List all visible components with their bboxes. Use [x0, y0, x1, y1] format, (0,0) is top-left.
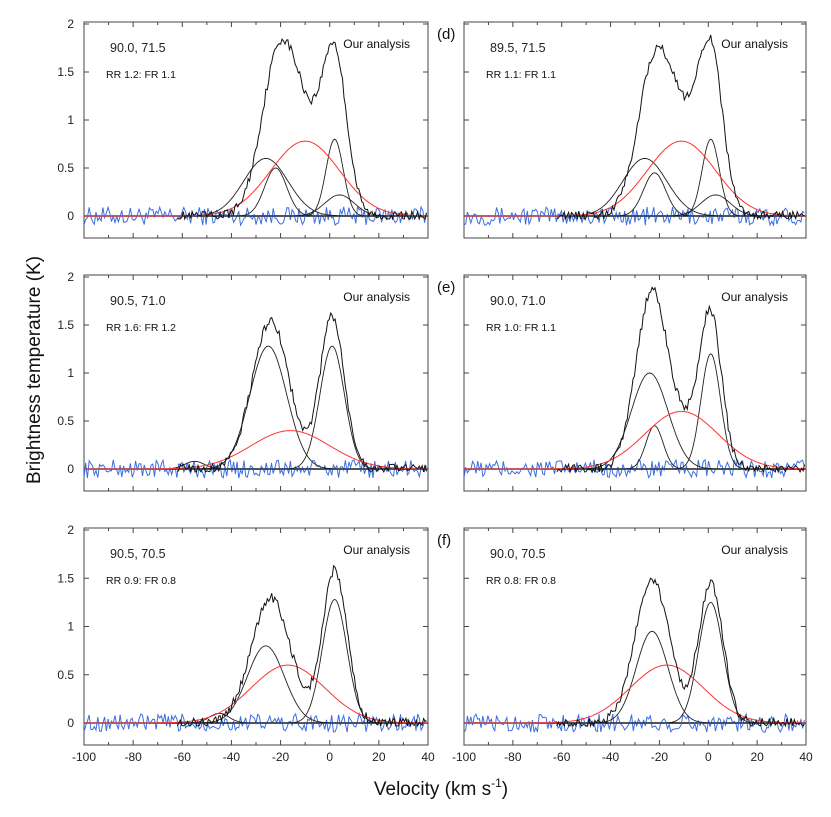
panel-1: 0 0.5 1 1.5 2 90.0, 71.5 RR 1.2: FR 1.1 Our ana… [57, 17, 429, 239]
y-tick-label: 0.5 [57, 414, 74, 428]
global-y-label: Brightness temperature (K) [24, 256, 45, 484]
component-broad-neg [464, 372, 806, 470]
residual-series [83, 458, 427, 479]
panel-ratio: RR 1.0: FR 1.1 [486, 322, 556, 334]
panel-coordinates: 90.5, 70.5 [110, 547, 166, 561]
panel-ratio: RR 1.2: FR 1.1 [106, 69, 176, 81]
x-tick-label: -80 [124, 750, 142, 764]
panel-letter-label: (d) [437, 26, 455, 43]
x-tick-label: -20 [272, 750, 290, 764]
component-narrow-pos [84, 138, 428, 217]
y-tick-label: 0 [67, 716, 74, 730]
component-narrow-1 [464, 172, 806, 217]
y-tick-label: 0.5 [57, 668, 74, 682]
observed-spectrum [177, 311, 427, 474]
x-tick-label: 40 [421, 750, 435, 764]
panel-coordinates: 90.5, 71.0 [110, 294, 166, 308]
component-broad-red [84, 430, 428, 470]
panel-5: 0 0.5 1 1.5 2 -100 -80 -60 -40 -20 0 20 40 90.5, 70.5… [57, 523, 435, 764]
y-tick-label: 2 [67, 523, 74, 537]
x-tick-label: 20 [750, 750, 764, 764]
panel-letter-label: (f) [437, 532, 451, 549]
y-tick-label: 2 [67, 17, 74, 31]
x-tick-label: 0 [705, 750, 712, 764]
x-tick-label: -40 [602, 750, 620, 764]
x-tick-label: -20 [651, 750, 669, 764]
x-tick-label: -100 [452, 750, 476, 764]
component-broad-red [84, 664, 428, 724]
observed-spectrum [556, 34, 805, 221]
panel-4: 90.0, 71.0 RR 1.0: FR 1.1 Our analysis (e) [437, 274, 807, 492]
component-broad-red [464, 140, 806, 217]
x-tick-label: -100 [72, 750, 96, 764]
residual-series [463, 712, 805, 734]
panel-letter-label: (e) [437, 279, 455, 296]
y-tick-label: 1.5 [57, 65, 74, 79]
x-tick-label: -40 [223, 750, 241, 764]
component-narrow-pos [84, 599, 428, 724]
residual-series [463, 458, 805, 479]
x-label-main: Velocity (km s [374, 779, 491, 800]
component-narrow-1 [464, 425, 806, 470]
panel-coordinates: 90.0, 70.5 [490, 547, 546, 561]
panel-analysis-label: Our analysis [343, 37, 410, 51]
x-tick-label: 0 [326, 750, 333, 764]
y-tick-label: 0 [67, 462, 74, 476]
y-tick-label: 0.5 [57, 161, 74, 175]
component-broad-red [464, 410, 806, 470]
y-tick-label: 0 [67, 209, 74, 223]
panel-ratio: RR 1.6: FR 1.2 [106, 322, 176, 334]
observed-spectrum [177, 38, 427, 221]
x-label-close: ) [502, 779, 508, 800]
component-broad-neg [84, 645, 428, 724]
x-tick-label: -80 [504, 750, 522, 764]
y-tick-label: 1 [67, 113, 74, 127]
panel-ratio: RR 0.8: FR 0.8 [486, 575, 556, 587]
panel-coordinates: 90.0, 71.0 [490, 294, 546, 308]
component-broad-red [464, 664, 806, 724]
x-tick-label: 20 [372, 750, 386, 764]
residual-series [83, 711, 427, 733]
panel-3: 0 0.5 1 1.5 2 90.5, 71.0 RR 1.6: FR 1.2 Our ana… [57, 270, 429, 492]
component-narrow-pos [464, 601, 806, 724]
component-broad-neg [84, 345, 428, 470]
y-tick-label: 1 [67, 366, 74, 380]
observed-spectrum [556, 577, 805, 728]
panel-ratio: RR 0.9: FR 0.8 [106, 575, 176, 587]
y-tick-label: 2 [67, 270, 74, 284]
y-tick-label: 1.5 [57, 571, 74, 585]
residual-series [83, 205, 427, 227]
observed-spectrum [556, 286, 805, 474]
component-broad-neg [464, 630, 806, 724]
observed-spectrum [176, 564, 427, 728]
x-tick-label: -60 [174, 750, 192, 764]
x-tick-label: 40 [799, 750, 813, 764]
panels: 0 0.5 1 1.5 2 90.0, 71.5 RR 1.2: FR 1.1 Our ana… [57, 17, 813, 764]
x-label-sup: -1 [491, 776, 502, 790]
panel-2: 89.5, 71.5 RR 1.1: FR 1.1 Our analysis (d) [437, 21, 807, 239]
panel-ratio: RR 1.1: FR 1.1 [486, 69, 556, 81]
y-tick-label: 1.5 [57, 318, 74, 332]
panel-analysis-label: Our analysis [721, 37, 788, 51]
panel-analysis-label: Our analysis [721, 290, 788, 304]
panel-coordinates: 89.5, 71.5 [490, 41, 546, 55]
x-tick-label: -60 [553, 750, 571, 764]
panel-analysis-label: Our analysis [721, 543, 788, 557]
y-tick-label: 1 [67, 620, 74, 634]
panel-analysis-label: Our analysis [343, 543, 410, 557]
component-narrow-pos [84, 345, 428, 470]
component-narrow-pos [464, 138, 806, 217]
panel-analysis-label: Our analysis [343, 290, 410, 304]
global-x-label: Velocity (km s-1) [374, 776, 508, 800]
component-broad-red [84, 140, 428, 217]
panel-6: -100 -80 -60 -40 -20 0 20 40 90.0, 70.5 RR 0.8: F… [437, 527, 813, 764]
panel-coordinates: 90.0, 71.5 [110, 41, 166, 55]
